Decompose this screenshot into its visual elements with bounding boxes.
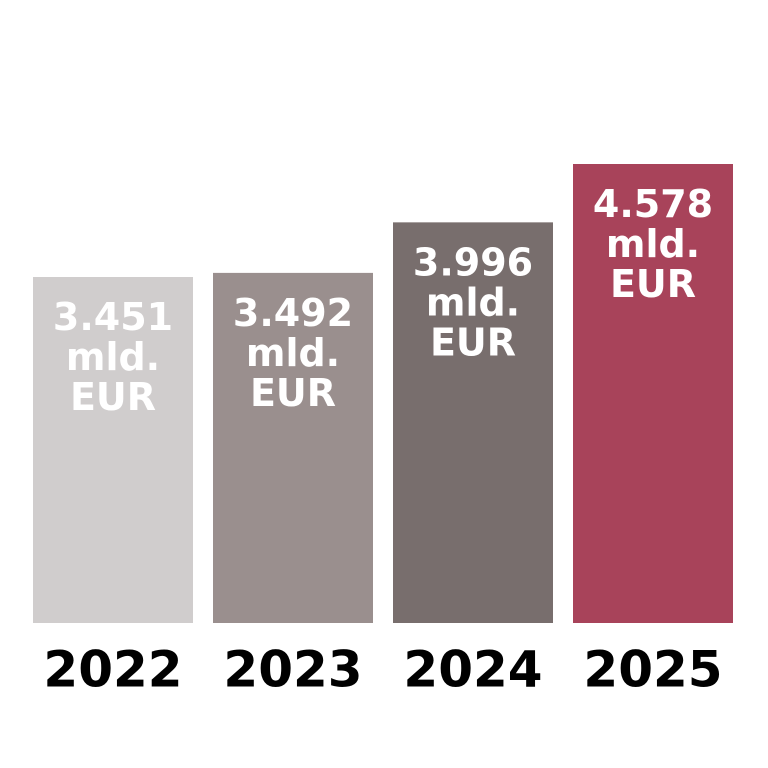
value-label-line: 3.451 xyxy=(53,294,173,338)
bar xyxy=(33,276,193,623)
value-label-line: mld. xyxy=(246,330,340,374)
bar xyxy=(393,222,553,624)
bar xyxy=(573,164,733,623)
value-label: 3.492 mld. EUR xyxy=(233,290,353,414)
x-tick-label: 2022 xyxy=(43,641,182,699)
value-label-line: mld. xyxy=(606,222,700,266)
value-label-line: EUR xyxy=(70,374,156,418)
value-label: 3.451 mld. EUR xyxy=(53,294,173,418)
bar xyxy=(213,272,373,623)
value-label-line: EUR xyxy=(610,262,696,306)
value-label-line: mld. xyxy=(66,334,160,378)
value-label: 4.578 mld. EUR xyxy=(593,182,713,306)
x-tick-label: 2024 xyxy=(403,641,542,699)
value-label-line: 3.996 xyxy=(413,240,533,284)
value-label-line: 3.492 xyxy=(233,290,353,334)
value-label-line: 4.578 xyxy=(593,182,713,226)
x-tick-label: 2025 xyxy=(583,641,722,699)
value-label-line: EUR xyxy=(250,370,336,414)
value-label-line: mld. xyxy=(426,280,520,324)
x-tick-label: 2023 xyxy=(223,641,362,699)
value-label-line: EUR xyxy=(430,320,516,364)
value-label: 3.996 mld. EUR xyxy=(413,240,533,364)
